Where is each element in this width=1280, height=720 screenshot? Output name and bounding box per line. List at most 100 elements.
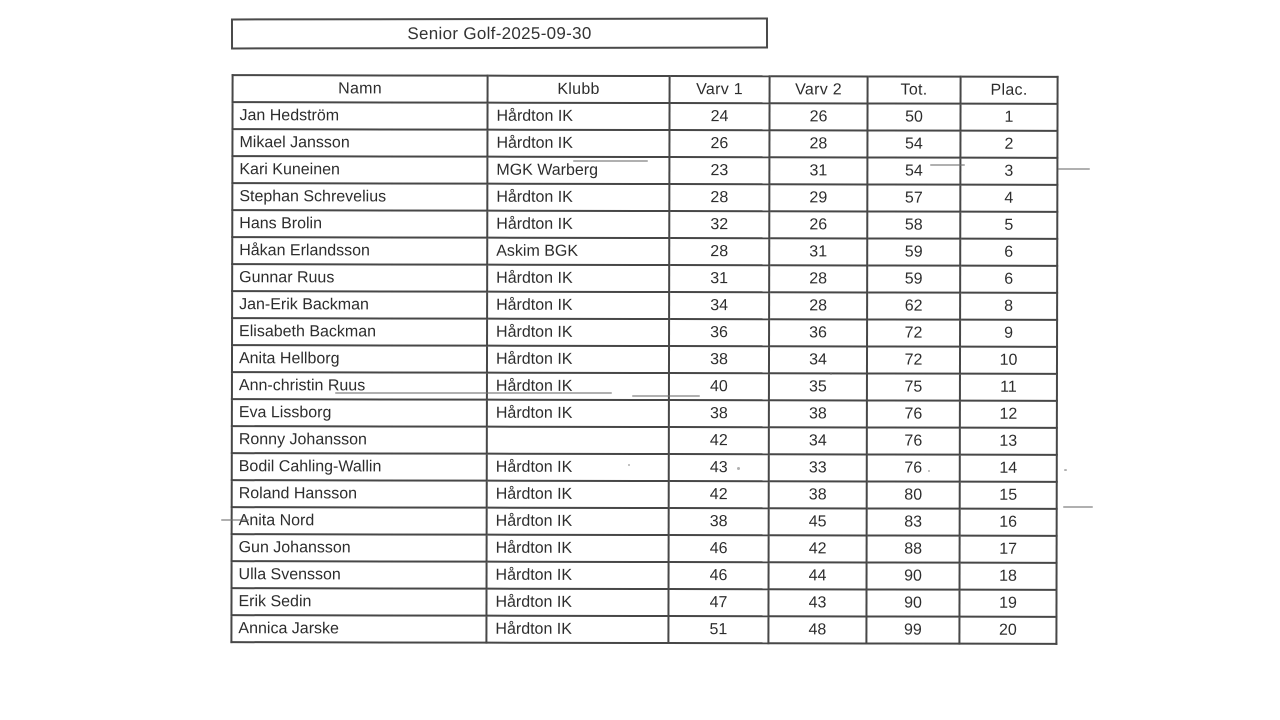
varv2-cell: 28 — [769, 265, 868, 293]
varv1-cell: 38 — [668, 400, 769, 428]
col-header-varv1: Varv 1 — [669, 76, 770, 104]
plac-cell: 20 — [959, 616, 1057, 644]
scan-artifact — [830, 373, 832, 375]
name-cell: Eva Lissborg — [231, 399, 487, 427]
tot-cell: 72 — [867, 319, 961, 347]
scan-artifact — [928, 470, 930, 472]
table-row: Elisabeth Backman Hårdton IK 36 36 72 9 — [232, 318, 1058, 347]
name-cell: Kari Kuneinen — [232, 156, 488, 184]
varv1-cell: 24 — [669, 103, 770, 131]
varv2-cell: 38 — [768, 400, 867, 428]
varv1-cell: 31 — [669, 265, 770, 293]
varv2-cell: 31 — [769, 157, 868, 185]
tot-cell: 90 — [866, 562, 960, 590]
name-cell: Bodil Cahling-Wallin — [231, 453, 487, 481]
name-cell: Roland Hansson — [231, 480, 487, 508]
scan-artifact — [221, 519, 249, 521]
plac-cell: 19 — [959, 589, 1057, 617]
varv1-cell: 28 — [669, 238, 770, 266]
table-row: Jan-Erik Backman Hårdton IK 34 28 62 8 — [232, 291, 1058, 320]
tot-cell: 54 — [867, 130, 961, 158]
name-cell: Elisabeth Backman — [232, 318, 488, 346]
tot-cell: 99 — [866, 616, 960, 644]
table-row: Bodil Cahling-Wallin Hårdton IK 43 33 76 14 — [231, 453, 1057, 482]
table-row: Ronny Johansson 42 34 76 13 — [231, 426, 1057, 455]
club-cell: Hårdton IK — [486, 345, 670, 374]
varv1-cell: 38 — [668, 346, 770, 374]
name-cell: Ann-christin Ruus — [231, 372, 487, 400]
varv2-cell: 26 — [769, 211, 868, 239]
name-cell: Stephan Schrevelius — [232, 183, 488, 211]
table-row: Eva Lissborg Hårdton IK 38 38 76 12 — [231, 399, 1057, 428]
club-cell: Hårdton IK — [486, 534, 669, 563]
name-cell: Annica Jarske — [231, 615, 487, 643]
club-cell: Hårdton IK — [486, 507, 669, 536]
table-row: Stephan Schrevelius Hårdton IK 28 29 57 4 — [232, 183, 1058, 212]
varv2-cell: 38 — [768, 481, 867, 509]
varv1-cell: 43 — [668, 454, 769, 482]
club-cell: Hårdton IK — [486, 480, 669, 509]
name-cell: Anita Nord — [231, 507, 487, 535]
tot-cell: 75 — [866, 373, 960, 401]
tot-cell: 76 — [866, 454, 960, 482]
col-header-namn: Namn — [232, 75, 488, 103]
varv1-cell: 38 — [668, 508, 769, 536]
table-row: Annica Jarske Hårdton IK 51 48 99 20 — [231, 615, 1057, 644]
varv1-cell: 32 — [669, 211, 770, 239]
table-row: Jan Hedström Hårdton IK 24 26 50 1 — [232, 102, 1058, 131]
tot-cell: 83 — [866, 508, 960, 536]
table-row: Mikael Jansson Hårdton IK 26 28 54 2 — [232, 129, 1058, 158]
club-cell: Hårdton IK — [487, 210, 670, 239]
varv2-cell: 33 — [768, 454, 867, 482]
varv1-cell: 28 — [669, 184, 770, 212]
varv2-cell: 36 — [769, 319, 868, 347]
varv1-cell: 42 — [668, 481, 769, 509]
table-row: Gun Johansson Hårdton IK 46 42 88 17 — [231, 534, 1057, 563]
name-cell: Hans Brolin — [232, 210, 488, 238]
varv1-cell: 46 — [668, 535, 769, 563]
tot-cell: 76 — [866, 427, 960, 455]
varv2-cell: 48 — [768, 616, 867, 644]
club-cell: Askim BGK — [487, 237, 670, 266]
table-row: Hans Brolin Hårdton IK 32 26 58 5 — [232, 210, 1058, 239]
club-cell: Hårdton IK — [487, 102, 670, 131]
club-cell: Hårdton IK — [486, 615, 669, 644]
scan-artifact — [930, 164, 965, 166]
col-header-tot: Tot. — [867, 76, 961, 104]
varv2-cell: 34 — [768, 427, 867, 455]
table-row: Roland Hansson Hårdton IK 42 38 80 15 — [231, 480, 1057, 509]
varv1-cell: 23 — [669, 157, 770, 185]
scan-artifact — [737, 467, 740, 470]
col-header-klubb: Klubb — [487, 75, 670, 104]
varv1-cell: 46 — [668, 562, 769, 590]
name-cell: Ulla Svensson — [231, 561, 487, 589]
plac-cell: 12 — [959, 400, 1057, 428]
table-row: Anita Nord Hårdton IK 38 45 83 16 — [231, 507, 1057, 536]
results-table-body: Jan Hedström Hårdton IK 24 26 50 1 Mikael Jans… — [231, 102, 1058, 644]
name-cell: Håkan Erlandsson — [232, 237, 488, 265]
varv1-cell: 36 — [669, 319, 770, 347]
varv2-cell: 43 — [768, 589, 867, 617]
scanned-document: Senior Golf-2025-09-30 Namn Klubb Varv 1… — [221, 17, 1093, 644]
plac-cell: 4 — [960, 184, 1058, 212]
plac-cell: 15 — [959, 481, 1057, 509]
plac-cell: 10 — [959, 346, 1058, 374]
title-box: Senior Golf-2025-09-30 — [230, 17, 769, 50]
club-cell: Hårdton IK — [486, 453, 669, 482]
tot-cell: 57 — [867, 184, 961, 212]
varv2-cell: 42 — [768, 535, 867, 563]
plac-cell: 17 — [959, 535, 1057, 563]
varv1-cell: 26 — [669, 130, 770, 158]
club-cell: Hårdton IK — [487, 318, 670, 347]
tot-cell: 80 — [866, 481, 960, 509]
scan-artifact — [1064, 469, 1067, 471]
name-cell: Jan-Erik Backman — [232, 291, 488, 319]
tot-cell: 59 — [867, 265, 961, 293]
tot-cell: 76 — [866, 400, 960, 428]
col-header-plac: Plac. — [960, 76, 1058, 104]
plac-cell: 1 — [960, 103, 1058, 131]
name-cell: Jan Hedström — [232, 102, 488, 130]
tot-cell: 62 — [867, 292, 961, 320]
scan-artifact — [632, 395, 700, 397]
plac-cell: 14 — [959, 454, 1057, 482]
